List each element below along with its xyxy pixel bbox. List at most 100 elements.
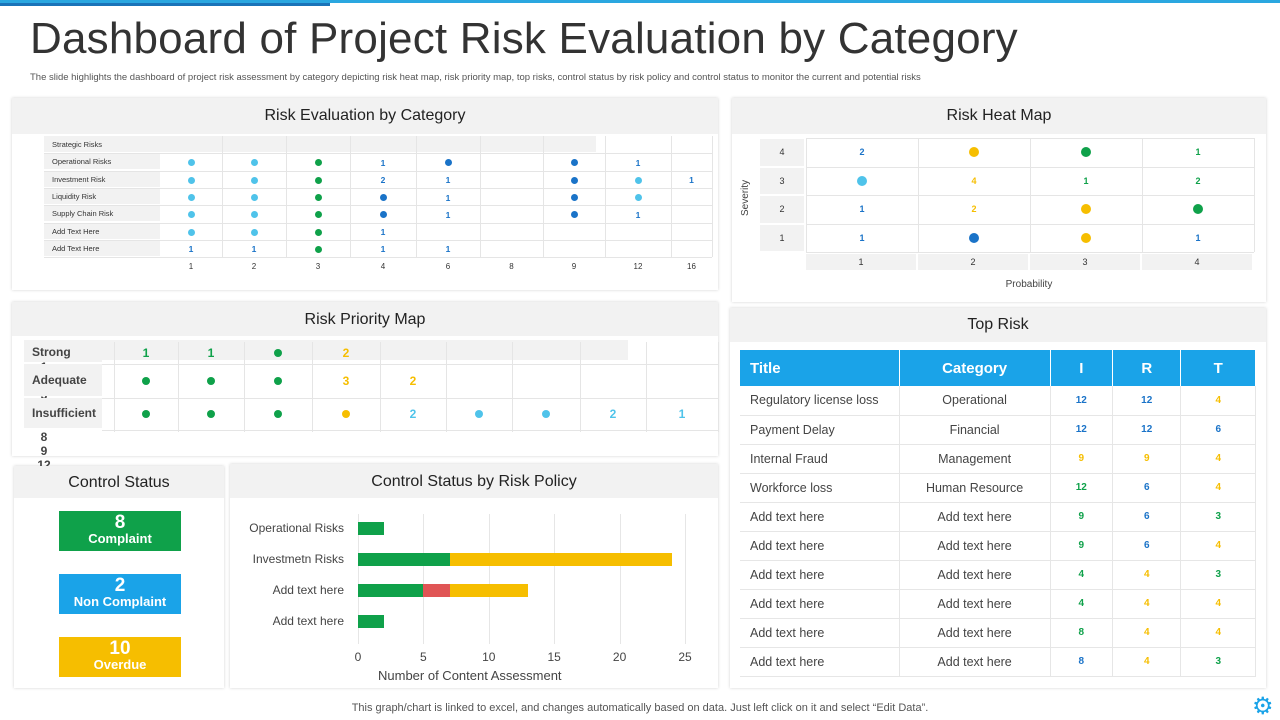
table-row: Add text here Add text here 9 6 4: [740, 531, 1256, 561]
col-line: [350, 136, 351, 258]
table-cell: 12: [1050, 473, 1114, 503]
column-header: Category: [899, 350, 1051, 386]
risk-dot: [187, 176, 195, 184]
table-cell: Add text here: [740, 589, 900, 619]
col-line: [1254, 138, 1255, 252]
risk-value: 1: [859, 232, 865, 243]
x-tick-label: 25: [678, 650, 692, 664]
probability-tick: 4: [1142, 254, 1252, 270]
col-line: [416, 136, 417, 258]
table-cell: 4: [1180, 386, 1256, 416]
table-cell: 4: [1112, 589, 1182, 619]
x-tick-label: 5: [420, 650, 427, 664]
risk-dot: [274, 377, 282, 385]
row-line: [102, 364, 718, 365]
table-cell: 4: [1112, 647, 1182, 677]
row-line: [44, 239, 712, 241]
priority-row-label: Adequate: [24, 364, 102, 396]
table-cell: 9: [1050, 502, 1114, 532]
risk-value: 1: [207, 346, 215, 360]
x-tick-label: 15: [547, 650, 561, 664]
column-header: I: [1050, 350, 1114, 386]
bar-segment: [358, 615, 385, 628]
risk-dot: [207, 410, 215, 418]
status-box-non-complaint: 2 Non Complaint: [59, 574, 181, 614]
bar-segment: [423, 584, 450, 597]
chart-title: Control Status by Risk Policy: [230, 464, 718, 498]
table-row: Internal Fraud Management 9 9 4: [740, 444, 1256, 474]
table-row: Regulatory license loss Operational 12 12 4: [740, 386, 1256, 416]
table-cell: Financial: [899, 415, 1051, 445]
table-cell: Add text here: [740, 531, 900, 561]
table-cell: Add text here: [899, 502, 1051, 532]
risk-value: 1: [635, 209, 641, 220]
control-status-panel: Control Status 8 Complaint 2 Non Complaint 1…: [14, 466, 224, 688]
table-row: Add text here Add text here 8 4 4: [740, 618, 1256, 648]
x-tick-label: 20: [612, 650, 627, 664]
page-subtitle: The slide highlights the dashboard of pr…: [30, 72, 921, 83]
table-cell: 9: [1050, 531, 1114, 561]
risk-dot: [1081, 147, 1091, 158]
table-cell: 4: [1112, 560, 1182, 590]
col-line: [178, 342, 179, 432]
probability-tick: 2: [918, 254, 1028, 270]
column-label: 12: [633, 262, 643, 272]
category-label: Investmetn Risks: [252, 552, 344, 566]
col-line: [580, 342, 581, 432]
top-risk-table: Title Category I R T Regulatory license loss O…: [740, 350, 1256, 677]
risk-dot: [274, 410, 282, 418]
table-cell: 4: [1050, 560, 1114, 590]
risk-value: 1: [445, 175, 451, 186]
probability-tick: 1: [806, 254, 916, 270]
risk-dot: [142, 377, 150, 385]
risk-value: 1: [251, 244, 257, 255]
gear-icon: ⚙: [1252, 693, 1274, 720]
table-cell: Add text here: [740, 647, 900, 677]
risk-value: 1: [1083, 175, 1089, 186]
bar-segment: [449, 553, 672, 566]
gridline: [685, 514, 686, 644]
risk-dot: [314, 194, 322, 202]
status-value: 10: [109, 638, 131, 659]
column-label: 6: [445, 262, 451, 272]
risk-value: 1: [380, 157, 386, 168]
risk-dot: [570, 194, 578, 202]
risk-value: 1: [635, 157, 641, 168]
col-line: [244, 342, 245, 432]
bar-segment: [358, 584, 424, 597]
table-cell: Add text here: [740, 618, 900, 648]
table-cell: 3: [1180, 560, 1256, 590]
severity-tick: 3: [760, 167, 804, 194]
risk-dot: [1081, 204, 1091, 215]
risk-dot: [342, 410, 350, 418]
risk-value: 1: [678, 407, 686, 421]
risk-value: 2: [1195, 175, 1201, 186]
x-axis-label: Number of Content Assessment: [378, 668, 562, 683]
gridline: [358, 514, 359, 644]
risk-dot: [314, 228, 322, 236]
col-line: [1142, 138, 1143, 252]
risk-dot: [570, 176, 578, 184]
column-label: 2: [251, 262, 257, 272]
row-line: [44, 257, 712, 259]
table-cell: 4: [1180, 618, 1256, 648]
table-cell: 3: [1180, 502, 1256, 532]
severity-label: Severity: [740, 179, 751, 216]
risk-heat-map-title: Risk Heat Map: [732, 98, 1266, 134]
col-line: [543, 136, 544, 258]
risk-value: 1: [689, 175, 694, 186]
bar-segment: [358, 553, 450, 566]
table-cell: 4: [1180, 531, 1256, 561]
col-line: [671, 136, 672, 258]
priority-column-label: 8: [40, 430, 48, 444]
risk-dot: [570, 211, 578, 219]
category-label: Operational Risks: [249, 521, 344, 535]
col-line: [312, 342, 313, 432]
column-label: 4: [380, 262, 386, 272]
priority-map-grid: StrongAdequateInsufficient12346891216112…: [24, 340, 719, 486]
col-line: [380, 342, 381, 432]
probability-label: Probability: [1005, 279, 1053, 290]
risk-dot: [570, 159, 578, 167]
risk-evaluation-panel: Risk Evaluation by Category Strategic Ri…: [12, 98, 718, 290]
status-box-overdue: 10 Overdue: [59, 637, 181, 677]
